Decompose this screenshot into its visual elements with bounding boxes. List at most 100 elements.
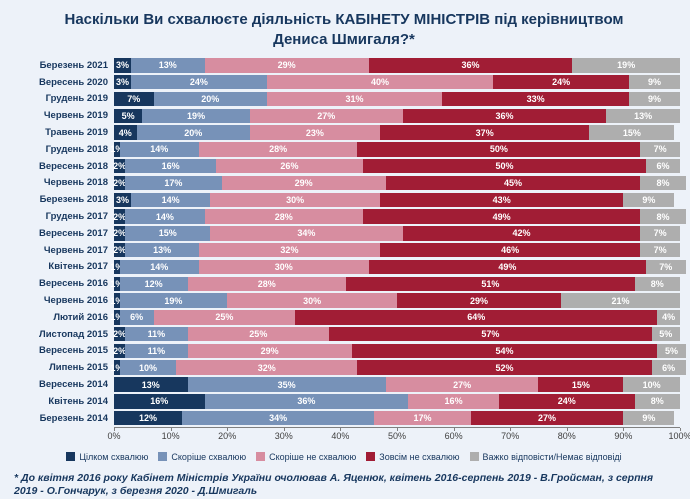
bar-segment-rather-approve: 19% xyxy=(142,108,250,124)
segment-value-label: 31% xyxy=(345,93,364,104)
chart-row: Вересень 2014 13% 35% 27% 15% 10% xyxy=(8,376,680,393)
stacked-bar: 1% 12% 28% 51% 8% xyxy=(110,276,680,291)
x-axis-tick-mark xyxy=(170,427,172,431)
bar-segment-fully-approve: 1% xyxy=(110,276,123,291)
bar-segment-fully-disapprove: 15% xyxy=(538,377,624,392)
legend-item-rather-disapprove: Скоріше не схвалюю xyxy=(256,452,356,462)
bar-segment-fully-disapprove: 27% xyxy=(470,410,624,426)
segment-value-label: 15% xyxy=(571,379,590,390)
chart-row: Липень 2015 1% 10% 32% 52% 6% xyxy=(8,359,686,376)
segment-value-label: 17% xyxy=(164,177,183,188)
bar-segment-hard-to-answer: 7% xyxy=(646,259,686,275)
segment-value-label: 6% xyxy=(130,312,144,323)
bar-segment-rather-approve: 15% xyxy=(125,226,211,241)
segment-value-label: 1% xyxy=(110,261,124,272)
legend-label: Цілком схвалюю xyxy=(79,451,149,462)
bar-segment-rather-approve: 12% xyxy=(119,276,188,291)
bar-segment-rather-approve: 6% xyxy=(119,310,154,325)
segment-value-label: 20% xyxy=(201,93,220,104)
bar-segment-fully-disapprove: 36% xyxy=(368,58,573,73)
bar-segment-rather-disapprove: 28% xyxy=(204,209,364,224)
bar-segment-hard-to-answer: 21% xyxy=(561,293,680,308)
segment-value-label: 50% xyxy=(495,161,514,172)
stacked-bar: 13% 35% 27% 15% 10% xyxy=(114,377,680,392)
bar-segment-rather-disapprove: 27% xyxy=(385,377,539,392)
bar-segment-fully-disapprove: 49% xyxy=(368,259,647,275)
bar-segment-hard-to-answer: 9% xyxy=(629,91,680,107)
bar-segment-fully-approve: 2% xyxy=(113,209,127,224)
x-axis-tick-mark xyxy=(510,427,512,431)
category-label: Березень 2018 xyxy=(39,194,108,206)
stacked-bar: 2% 14% 28% 49% 8% xyxy=(113,209,686,224)
chart-title: Наскільки Ви схвалюєте діяльність КАБІНЕ… xyxy=(64,11,624,48)
x-axis-tick-mark xyxy=(397,427,398,431)
stacked-bar: 5% 19% 27% 36% 13% xyxy=(114,108,680,124)
category-label: Червень 2016 xyxy=(43,295,108,307)
x-axis: 0% 10% 20% 30% 40% 50% 60% 70% 80% 90% 100% xyxy=(107,426,690,443)
chart-row: Вересень 2018 2% 16% 26% 50% 6% xyxy=(8,158,680,175)
stacked-bar: 2% 11% 25% 57% 5% xyxy=(113,326,680,342)
segment-value-label: 16% xyxy=(161,161,180,172)
segment-value-label: 28% xyxy=(257,278,276,289)
bar-segment-rather-disapprove: 30% xyxy=(210,192,380,208)
legend: Цілком схвалюю Скоріше схвалюю Скоріше не … xyxy=(8,452,680,462)
bar-segment-rather-disapprove: 30% xyxy=(198,259,369,275)
segment-value-label: 37% xyxy=(475,127,494,138)
stacked-bar: 2% 11% 29% 54% 5% xyxy=(113,343,686,359)
segment-value-label: 27% xyxy=(453,379,472,390)
bar-segment-fully-approve: 7% xyxy=(114,91,154,107)
segment-value-label: 49% xyxy=(498,261,517,272)
bar-segment-fully-approve: 2% xyxy=(113,158,126,174)
segment-value-label: 25% xyxy=(249,329,268,340)
chart-row: Вересень 2015 2% 11% 29% 54% 5% xyxy=(8,343,686,360)
bar-segment-rather-disapprove: 25% xyxy=(187,326,330,342)
stacked-bar: 3% 24% 40% 24% 9% xyxy=(114,74,680,90)
segment-value-label: 36% xyxy=(461,60,480,71)
segment-value-label: 27% xyxy=(317,110,336,121)
segment-value-label: 54% xyxy=(495,345,514,356)
segment-value-label: 50% xyxy=(489,144,508,155)
bar-segment-hard-to-answer: 8% xyxy=(634,276,680,291)
bar-segment-hard-to-answer: 5% xyxy=(651,326,680,342)
bar-segment-fully-approve: 1% xyxy=(110,142,123,157)
segment-value-label: 14% xyxy=(155,211,174,222)
segment-value-label: 19% xyxy=(187,110,206,121)
bar-segment-fully-disapprove: 57% xyxy=(329,326,652,342)
category-label: Вересень 2017 xyxy=(38,227,108,239)
bar-segment-fully-disapprove: 37% xyxy=(379,125,590,140)
chart-row: Травень 2019 4% 20% 23% 37% 15% xyxy=(8,124,680,141)
bar-segment-rather-disapprove: 32% xyxy=(176,360,358,375)
segment-value-label: 3% xyxy=(115,77,129,88)
bar-segment-rather-disapprove: 32% xyxy=(198,242,380,258)
bar-segment-fully-disapprove: 50% xyxy=(363,158,647,174)
x-axis-tick-label: 20% xyxy=(218,430,237,441)
segment-value-label: 7% xyxy=(653,228,667,239)
legend-item-rather-approve: Скоріше схвалюю xyxy=(158,452,246,462)
category-label: Червень 2019 xyxy=(43,110,108,122)
bar-segment-rather-approve: 13% xyxy=(125,242,199,258)
chart-row: Лютий 2016 1% 6% 25% 64% 4% xyxy=(8,309,680,326)
segment-value-label: 11% xyxy=(147,345,166,356)
bar-segment-hard-to-answer: 9% xyxy=(623,192,675,208)
segment-value-label: 14% xyxy=(150,261,169,272)
category-label: Вересень 2016 xyxy=(38,278,108,290)
segment-value-label: 9% xyxy=(642,194,656,205)
x-axis-tick-mark xyxy=(680,427,681,431)
segment-value-label: 1% xyxy=(110,295,124,306)
x-axis-tick-mark xyxy=(623,427,625,431)
segment-value-label: 25% xyxy=(215,312,234,323)
segment-value-label: 2% xyxy=(113,211,127,222)
segment-value-label: 24% xyxy=(557,396,576,407)
bar-segment-fully-approve: 2% xyxy=(113,326,126,342)
chart-row: Вересень 2016 1% 12% 28% 51% 8% xyxy=(8,275,680,292)
x-axis-tick-label: 60% xyxy=(444,430,463,441)
x-axis-tick-mark xyxy=(453,427,455,431)
category-label: Грудень 2018 xyxy=(45,143,108,155)
category-label: Грудень 2017 xyxy=(45,211,108,223)
segment-value-label: 43% xyxy=(492,194,511,205)
segment-value-label: 2% xyxy=(113,345,127,356)
segment-value-label: 52% xyxy=(495,362,514,373)
segment-value-label: 13% xyxy=(158,60,177,71)
chart-row: Вересень 2017 2% 15% 34% 42% 7% xyxy=(8,225,680,242)
segment-value-label: 32% xyxy=(257,362,276,373)
